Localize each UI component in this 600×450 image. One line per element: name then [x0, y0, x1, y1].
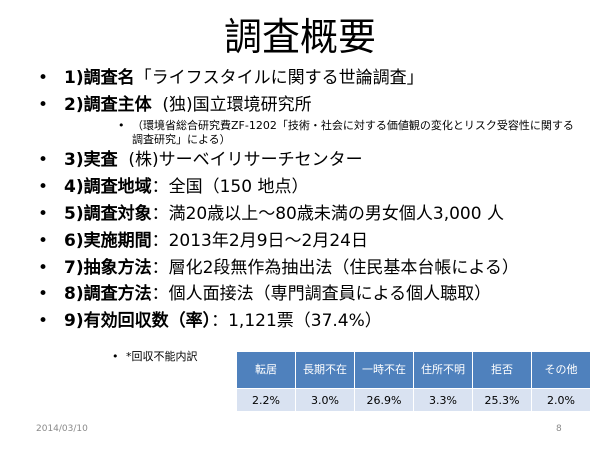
item-value: 満20歳以上～80歳未満の男女個人3,000 人 [168, 204, 504, 224]
bullet-icon: • [38, 311, 49, 331]
item-separator: ： [151, 204, 169, 224]
item-separator [152, 95, 163, 115]
list-item-valid-responses: • 9)有効回収数（率）：1,121票（37.4%） [38, 311, 578, 332]
funding-sub-note: • （環境省総合研究費ZF-1202「技術・社会に対する価値観の変化とリスク受容… [118, 119, 578, 147]
page-number: 8 [556, 424, 562, 434]
item-label: 7)抽象方法 [64, 258, 152, 278]
table-header-cell: 住所不明 [413, 351, 473, 389]
bullet-icon: • [38, 204, 49, 224]
list-item-survey-area: • 4)調査地域：全国（150 地点） [38, 177, 578, 198]
item-value: 個人面接法（専門調査員による個人聴取） [168, 284, 492, 304]
list-item-survey-target: • 5)調査対象：満20歳以上～80歳未満の男女個人3,000 人 [38, 204, 578, 225]
table-cell: 26.9% [354, 388, 414, 412]
footer-date: 2014/03/10 [36, 424, 88, 434]
bullet-icon: • [112, 350, 119, 363]
item-separator: ： [151, 258, 169, 278]
item-separator: ： [151, 284, 169, 304]
slide-title: 調査概要 [223, 15, 376, 59]
table-cell: 2.2% [236, 388, 296, 412]
item-value: 層化2段無作為抽出法（住民基本台帳による） [168, 258, 519, 278]
unrecovered-note-text: *回収不能内訳 [126, 350, 198, 363]
item-value: 全国（150 地点） [168, 177, 309, 197]
table-row: 2.2% 3.0% 26.9% 3.3% 25.3% 2.0% [236, 388, 591, 412]
bullet-icon: • [118, 119, 125, 132]
bullet-icon: • [38, 231, 49, 251]
bullet-icon: • [38, 95, 49, 115]
table-header-cell: 長期不在 [295, 351, 355, 389]
list-item-survey-period: • 6)実施期間：2013年2月9日～2月24日 [38, 231, 578, 252]
item-value: (独)国立環境研究所 [162, 95, 312, 115]
table-header-cell: その他 [531, 351, 591, 389]
item-value: 1,121票（37.4%） [228, 311, 382, 331]
item-label: 3)実査 [64, 150, 118, 170]
item-label: 8)調査方法 [64, 284, 152, 304]
unrecovered-breakdown-table: 転居 長期不在 一時不在 住所不明 拒否 その他 2.2% 3.0% 26.9%… [236, 351, 591, 412]
table-cell: 2.0% [531, 388, 591, 412]
bullet-icon: • [38, 68, 49, 88]
funding-note-text: （環境省総合研究費ZF-1202「技術・社会に対する価値観の変化とリスク受容性に… [132, 119, 574, 146]
item-separator: ： [211, 311, 229, 331]
item-label: 1)調査名 [64, 68, 135, 88]
bullet-icon: • [38, 284, 49, 304]
bullet-icon: • [38, 150, 49, 170]
item-separator [118, 150, 129, 170]
item-value: 2013年2月9日～2月24日 [168, 231, 368, 251]
table-cell: 3.3% [413, 388, 473, 412]
list-item-survey-organizer: • 2)調査主体 (独)国立環境研究所 [38, 95, 578, 116]
bullet-icon: • [38, 258, 49, 278]
list-item-sampling-method: • 7)抽象方法：層化2段無作為抽出法（住民基本台帳による） [38, 258, 578, 278]
item-label: 6)実施期間 [64, 231, 152, 251]
list-item-survey-name: • 1)調査名「ライフスタイルに関する世論調査」 [38, 68, 578, 89]
table-header-cell: 拒否 [472, 351, 532, 389]
item-label: 9)有効回収数（率） [64, 311, 212, 331]
item-label: 2)調査主体 [64, 95, 152, 115]
table-cell: 3.0% [295, 388, 355, 412]
table-header-cell: 一時不在 [354, 351, 414, 389]
survey-overview-list: • 1)調査名「ライフスタイルに関する世論調査」 • 2)調査主体 (独)国立環… [38, 68, 578, 332]
item-label: 5)調査対象 [64, 204, 152, 224]
unrecovered-breakdown-note: • *回収不能内訳 [112, 350, 198, 364]
item-label: 4)調査地域 [64, 177, 152, 197]
item-separator: ： [151, 177, 169, 197]
bullet-icon: • [38, 177, 49, 197]
table-header-cell: 転居 [236, 351, 296, 389]
table-header-row: 転居 長期不在 一時不在 住所不明 拒否 その他 [236, 351, 591, 389]
table-cell: 25.3% [472, 388, 532, 412]
item-value: 「ライフスタイルに関する世論調査」 [134, 68, 424, 88]
item-separator: ： [151, 231, 169, 251]
item-value: (株)サーベイリサーチセンター [128, 150, 363, 170]
list-item-fieldwork: • 3)実査 (株)サーベイリサーチセンター [38, 150, 578, 171]
list-item-survey-method: • 8)調査方法：個人面接法（専門調査員による個人聴取） [38, 284, 578, 305]
